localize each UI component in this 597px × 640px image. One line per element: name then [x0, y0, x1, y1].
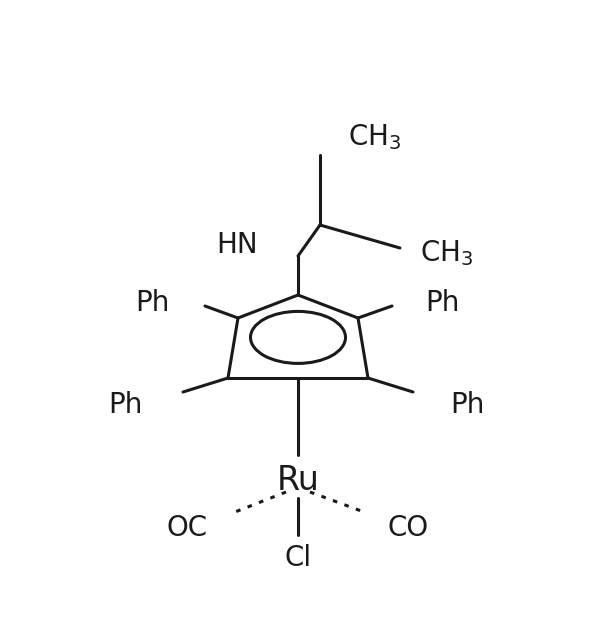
- Text: Ph: Ph: [425, 289, 459, 317]
- Text: Ru: Ru: [276, 463, 319, 497]
- Text: Ph: Ph: [450, 391, 484, 419]
- Text: CH$_3$: CH$_3$: [420, 238, 473, 268]
- Text: CO: CO: [388, 514, 429, 542]
- Text: HN: HN: [216, 231, 258, 259]
- Text: Ph: Ph: [136, 289, 170, 317]
- Text: CH$_3$: CH$_3$: [348, 122, 401, 152]
- Text: Cl: Cl: [284, 544, 312, 572]
- Text: OC: OC: [167, 514, 208, 542]
- Text: Ph: Ph: [109, 391, 143, 419]
